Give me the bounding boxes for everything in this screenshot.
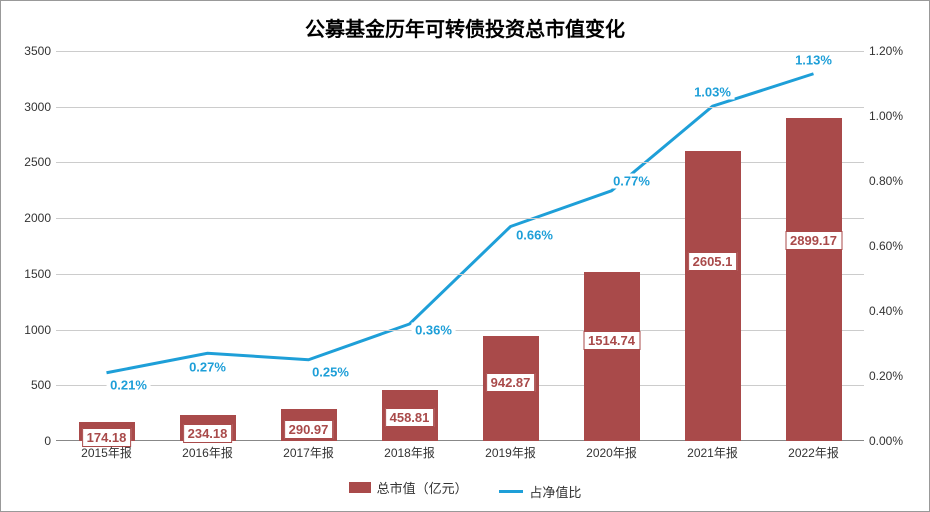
y-right-tick-label: 0.80% <box>869 174 919 188</box>
y-left-tick-label: 2000 <box>11 211 51 225</box>
x-tick-label: 2022年报 <box>788 444 839 461</box>
x-axis <box>56 440 864 441</box>
bar: 290.97 <box>281 409 337 441</box>
grid-line <box>56 385 864 386</box>
x-tick-label: 2020年报 <box>586 444 637 461</box>
plot-area: 05001000150020002500300035000.00%0.20%0.… <box>56 51 864 441</box>
legend: 总市值（亿元） 占净值比 <box>1 478 929 501</box>
y-right-tick-label: 1.00% <box>869 109 919 123</box>
bar-value-label: 942.87 <box>486 373 536 392</box>
grid-line <box>56 274 864 275</box>
grid-line <box>56 107 864 108</box>
x-tick-label: 2017年报 <box>283 444 334 461</box>
grid-line <box>56 51 864 52</box>
bar: 1514.74 <box>584 272 640 441</box>
chart-container: 公募基金历年可转债投资总市值变化 05001000150020002500300… <box>0 0 930 512</box>
line-value-label: 0.77% <box>609 173 654 188</box>
legend-swatch-line <box>499 490 523 493</box>
legend-item-line: 占净值比 <box>499 482 581 501</box>
line-series <box>56 51 864 441</box>
bar: 174.18 <box>79 422 135 441</box>
line-value-label: 0.66% <box>512 227 557 242</box>
grid-line <box>56 218 864 219</box>
bar-value-label: 234.18 <box>183 424 233 443</box>
bar-value-label: 458.81 <box>385 408 435 427</box>
y-right-tick-label: 0.40% <box>869 304 919 318</box>
grid-line <box>56 330 864 331</box>
legend-item-bar: 总市值（亿元） <box>349 478 468 497</box>
legend-label-line: 占净值比 <box>529 482 581 501</box>
bar-value-label: 290.97 <box>284 420 334 439</box>
y-right-tick-label: 0.00% <box>869 434 919 448</box>
y-left-tick-label: 3500 <box>11 44 51 58</box>
grid-line <box>56 162 864 163</box>
y-right-tick-label: 0.20% <box>869 369 919 383</box>
chart-title: 公募基金历年可转债投资总市值变化 <box>1 1 929 50</box>
y-left-tick-label: 1500 <box>11 267 51 281</box>
x-tick-label: 2021年报 <box>687 444 738 461</box>
bar: 234.18 <box>180 415 236 441</box>
bar: 942.87 <box>483 336 539 441</box>
legend-label-bar: 总市值（亿元） <box>377 478 468 497</box>
x-tick-label: 2016年报 <box>182 444 233 461</box>
bar-value-label: 2899.17 <box>785 231 842 250</box>
y-left-tick-label: 0 <box>11 434 51 448</box>
line-value-label: 0.27% <box>185 360 230 375</box>
bar-value-label: 2605.1 <box>688 252 738 271</box>
y-right-tick-label: 0.60% <box>869 239 919 253</box>
legend-swatch-bar <box>349 482 371 493</box>
y-left-tick-label: 1000 <box>11 323 51 337</box>
y-right-tick-label: 1.20% <box>869 44 919 58</box>
line-value-label: 0.21% <box>106 377 151 392</box>
line-value-label: 0.36% <box>411 323 456 338</box>
line-value-label: 0.25% <box>308 364 353 379</box>
bar: 2899.17 <box>786 118 842 441</box>
bar: 458.81 <box>382 390 438 441</box>
x-tick-label: 2018年报 <box>384 444 435 461</box>
y-left-tick-label: 2500 <box>11 155 51 169</box>
y-left-tick-label: 500 <box>11 378 51 392</box>
line-value-label: 1.13% <box>791 52 836 67</box>
line-value-label: 1.03% <box>690 85 735 100</box>
bar: 2605.1 <box>685 151 741 441</box>
x-tick-label: 2019年报 <box>485 444 536 461</box>
y-left-tick-label: 3000 <box>11 100 51 114</box>
bar-value-label: 1514.74 <box>583 331 640 350</box>
x-tick-label: 2015年报 <box>81 444 132 461</box>
